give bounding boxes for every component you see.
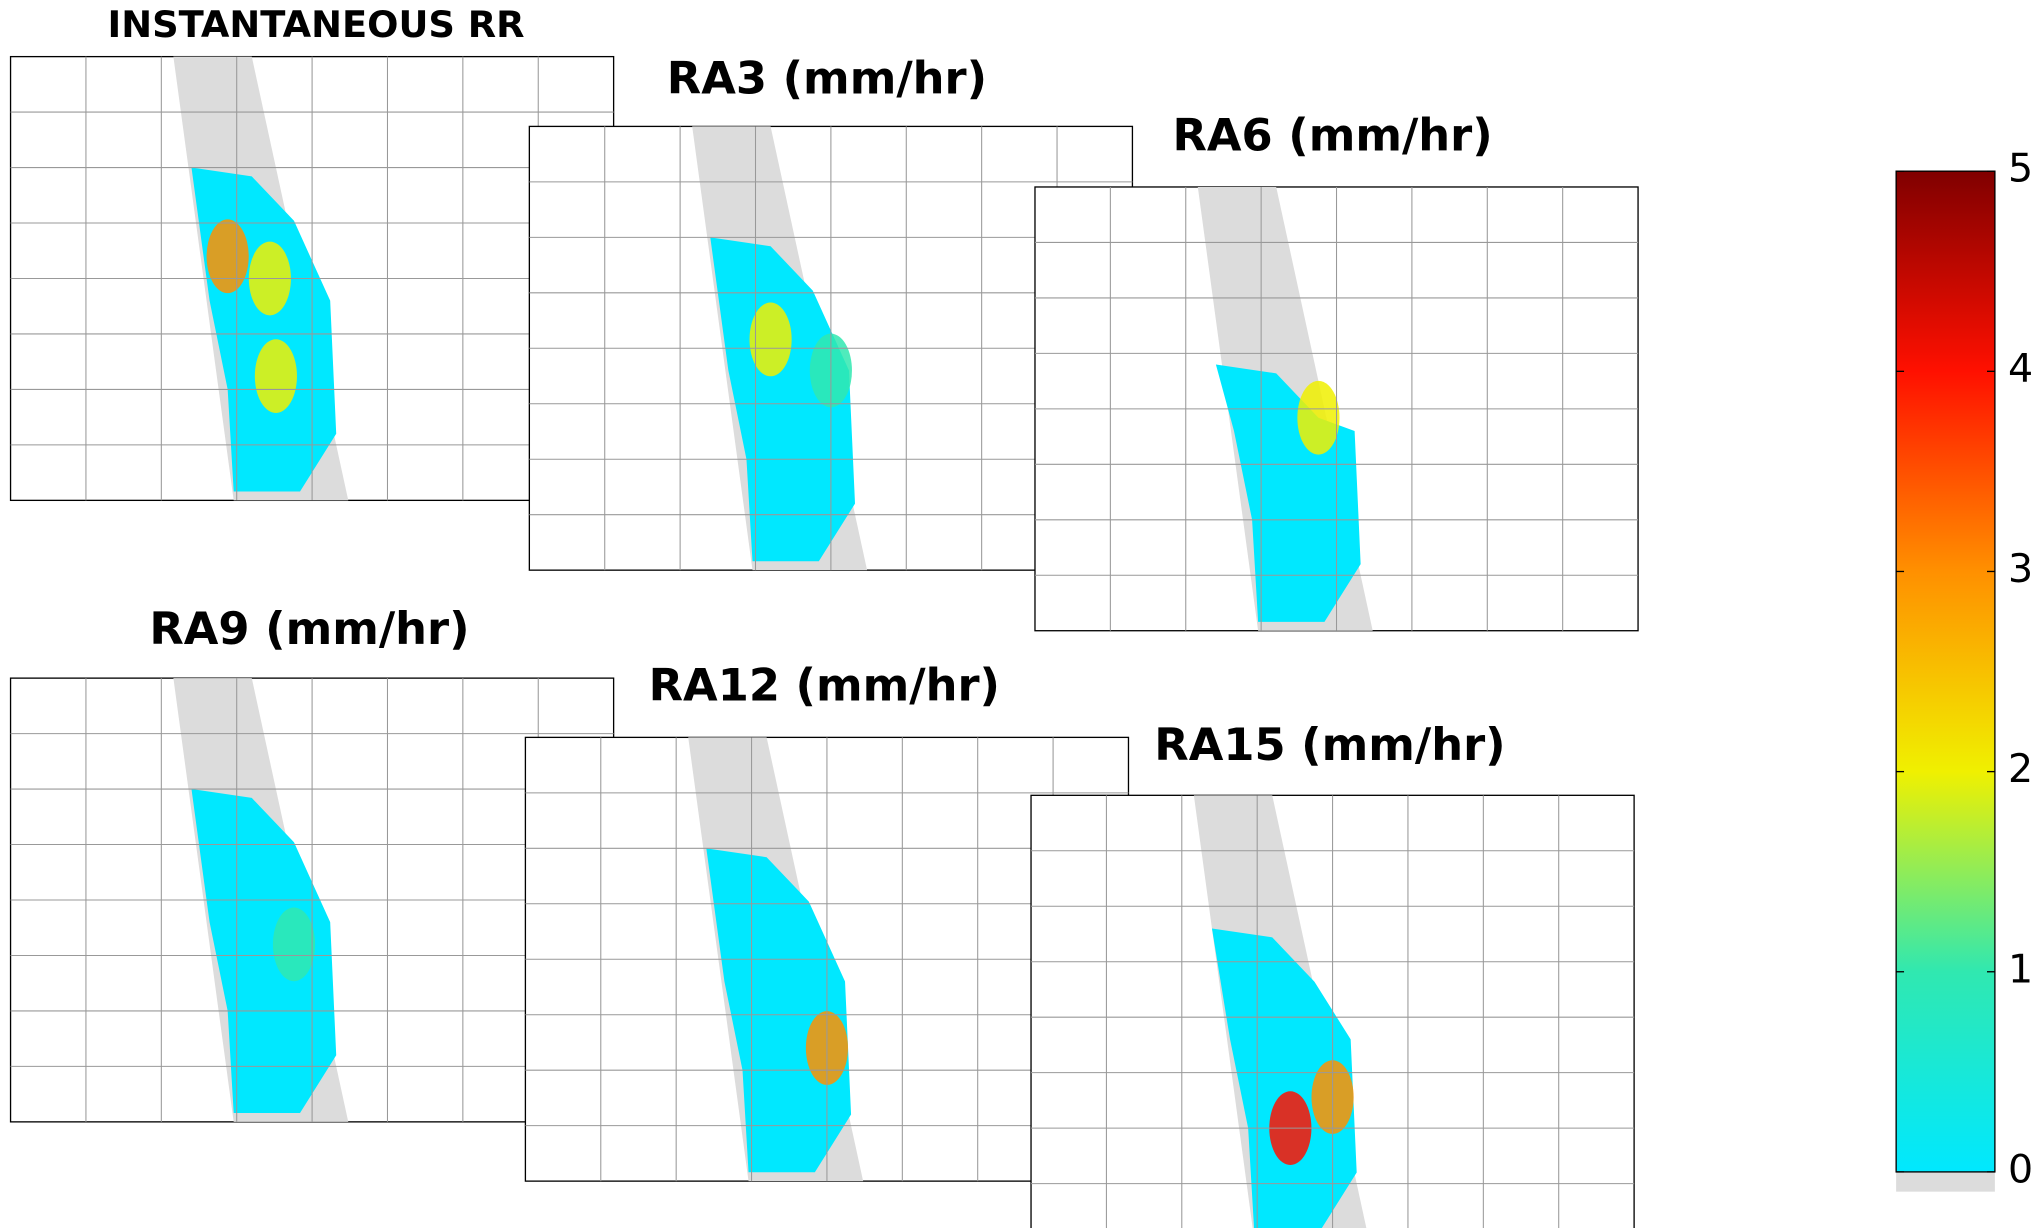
colorbar-tick-label: 0 — [2008, 1146, 2033, 1192]
panel-title: RA3 (mm/hr) — [667, 52, 987, 105]
colorbar-tick-label: 2 — [2008, 746, 2033, 792]
panel-title: RA9 (mm/hr) — [149, 602, 469, 655]
colorbar-tick-label: 3 — [2008, 546, 2033, 592]
panel-title: INSTANTANEOUS RR — [108, 3, 525, 46]
panel-title: RA6 (mm/hr) — [1172, 108, 1492, 161]
panel-title: RA15 (mm/hr) — [1154, 718, 1505, 771]
colorbar-nodata — [1896, 1172, 1995, 1192]
colorbar-tick-label: 5 — [2008, 146, 2033, 192]
rain-core — [255, 339, 297, 413]
colorbar-tick-label: 1 — [2008, 946, 2033, 992]
figure: INSTANTANEOUS RR RA3 (mm/hr) RA6 (mm/hr) RA… — [0, 0, 2041, 1228]
rain-core — [207, 219, 249, 293]
rain-core — [1297, 381, 1339, 455]
rain-core — [273, 908, 315, 982]
panel-title: RA12 (mm/hr) — [649, 659, 1000, 712]
map-panel — [1035, 187, 1638, 631]
map-panel — [1031, 795, 1634, 1228]
map-panel — [11, 57, 614, 501]
map-panel — [11, 678, 614, 1122]
colorbar — [1896, 171, 1995, 1172]
colorbar-tick-label: 4 — [2008, 346, 2033, 392]
